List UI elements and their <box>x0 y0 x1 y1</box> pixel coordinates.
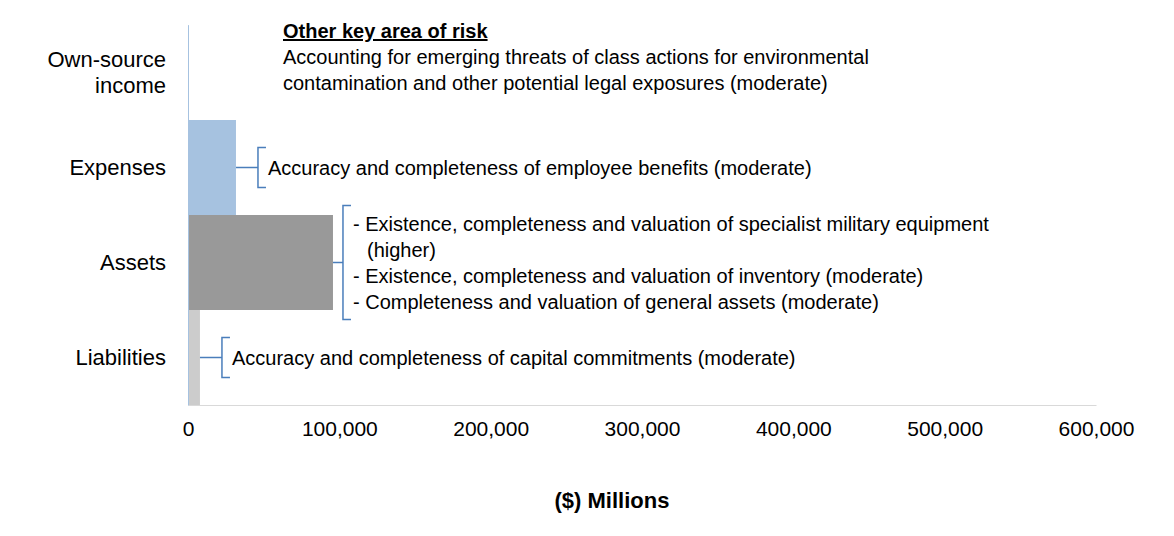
x-tick: 100,000 <box>302 405 378 440</box>
annotation-text: Accuracy and completeness of employee be… <box>268 157 812 179</box>
annotations: Accuracy and completeness of employee be… <box>200 148 989 378</box>
y-tick: Own-sourceincome <box>47 47 188 98</box>
x-tick: 200,000 <box>453 405 529 440</box>
annotation-bracket <box>222 338 230 378</box>
x-tick-label: 600,000 <box>1059 417 1135 440</box>
y-axis-line <box>188 26 189 406</box>
x-axis-title: ($) Millions <box>555 488 670 513</box>
y-axis: Own-sourceincome Expenses Assets Liabilitie… <box>47 26 188 406</box>
x-tick: 300,000 <box>605 405 681 440</box>
y-tick: Assets <box>100 250 188 275</box>
x-tick-label: 100,000 <box>302 417 378 440</box>
x-tick-label: 300,000 <box>605 417 681 440</box>
other-risk-text: Accounting for emerging threats of class… <box>283 46 869 68</box>
bar <box>188 215 333 310</box>
annotation-text: (higher) <box>367 239 436 261</box>
y-tick-label: Liabilities <box>76 345 167 370</box>
y-tick: Liabilities <box>76 345 189 370</box>
annotation: Accuracy and completeness of employee be… <box>236 148 812 188</box>
other-risk: Other key area of risk Accounting for eme… <box>283 20 869 94</box>
annotation-bracket <box>343 206 351 320</box>
x-axis: 0 100,000 200,000 300,000 400,000 500,000 600,… <box>183 405 1135 440</box>
annotation-text: - Existence, completeness and valuation … <box>353 265 923 287</box>
other-risk-title: Other key area of risk <box>283 20 488 42</box>
x-axis-line <box>189 405 1097 406</box>
x-tick-label: 0 <box>183 417 195 440</box>
annotation-bracket <box>258 148 266 188</box>
x-tick-label: 200,000 <box>453 417 529 440</box>
annotation-connector <box>200 357 222 359</box>
annotation-text: Accuracy and completeness of capital com… <box>232 347 796 369</box>
annotation: - Existence, completeness and valuation … <box>333 206 989 320</box>
x-tick: 400,000 <box>756 405 832 440</box>
chart-container: 0 100,000 200,000 300,000 400,000 500,000 600,… <box>0 0 1174 536</box>
x-tick: 0 <box>183 405 195 440</box>
y-tick-label: Own-sourceincome <box>47 47 166 98</box>
annotation-text: - Completeness and valuation of general … <box>353 291 879 313</box>
y-tick: Expenses <box>69 155 188 180</box>
y-tick-label: Expenses <box>69 155 166 180</box>
annotation: Accuracy and completeness of capital com… <box>200 338 796 378</box>
x-tick-label: 500,000 <box>907 417 983 440</box>
annotation-connector <box>236 167 258 169</box>
annotation-text: - Existence, completeness and valuation … <box>353 213 989 235</box>
annotation-connector <box>333 262 343 264</box>
x-tick: 600,000 <box>1059 405 1135 440</box>
x-tick: 500,000 <box>907 405 983 440</box>
chart-svg: 0 100,000 200,000 300,000 400,000 500,000 600,… <box>0 0 1174 536</box>
x-tick-label: 400,000 <box>756 417 832 440</box>
bar <box>188 310 200 405</box>
other-risk-text: contamination and other potential legal … <box>283 72 828 94</box>
y-tick-label: Assets <box>100 250 166 275</box>
bar <box>188 120 236 215</box>
